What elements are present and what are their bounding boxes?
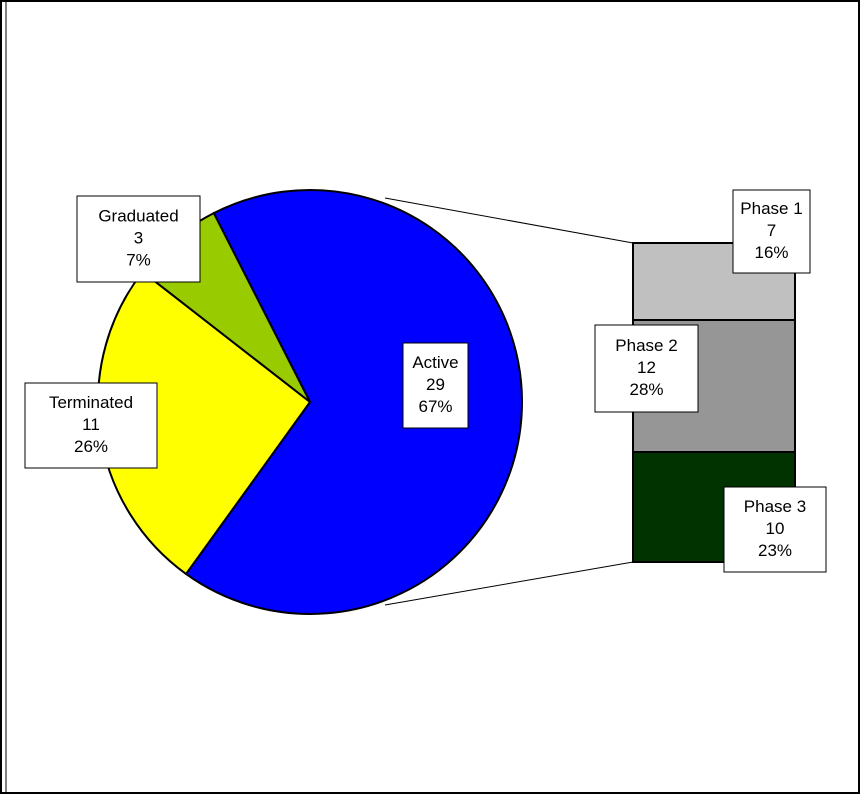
- label-box: [723, 486, 827, 573]
- label-name: Active: [412, 353, 458, 372]
- label-percent: 7%: [126, 250, 151, 269]
- label-box: [594, 324, 699, 413]
- label-percent: 28%: [629, 380, 663, 399]
- label-percent: 16%: [754, 243, 788, 262]
- label-box: [732, 189, 811, 274]
- connector-line: [384, 197, 634, 244]
- label-name: Phase 2: [615, 336, 677, 355]
- label-name: Graduated: [98, 206, 178, 225]
- connector-line: [384, 561, 634, 606]
- label-value: 29: [426, 375, 445, 394]
- label-percent: 67%: [418, 397, 452, 416]
- label-value: 11: [82, 415, 100, 434]
- label-box: [402, 342, 469, 429]
- label-value: 12: [637, 358, 656, 377]
- label-value: 10: [766, 519, 785, 538]
- label-box: [76, 195, 201, 283]
- pie-slice: [184, 189, 523, 615]
- label-name: Phase 3: [744, 497, 806, 516]
- label-box: [24, 382, 158, 469]
- label-value: 3: [134, 228, 143, 247]
- label-value: 7: [767, 221, 776, 240]
- label-percent: 26%: [74, 437, 108, 456]
- label-name: Terminated: [49, 393, 133, 412]
- label-percent: 23%: [758, 541, 792, 560]
- label-name: Phase 1: [740, 199, 802, 218]
